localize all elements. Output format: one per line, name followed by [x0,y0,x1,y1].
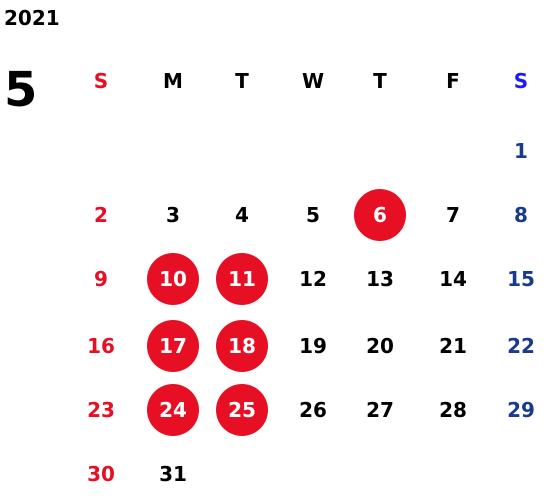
calendar-year: 2021 [4,6,60,30]
calendar-day[interactable]: 29 [507,398,535,422]
calendar-day[interactable]: 22 [507,334,535,358]
calendar-day[interactable]: 12 [299,267,327,291]
weekday-label: W [301,69,325,93]
calendar-day[interactable]: 13 [366,267,394,291]
calendar-day[interactable]: 3 [166,203,180,227]
calendar-day[interactable]: 28 [439,398,467,422]
calendar-day[interactable]: 8 [514,203,528,227]
calendar-day-highlighted[interactable]: 18 [216,320,268,372]
calendar-day[interactable]: 30 [87,462,115,486]
calendar-day-highlighted[interactable]: 10 [147,253,199,305]
calendar-day[interactable]: 23 [87,398,115,422]
calendar-day[interactable]: 16 [87,334,115,358]
calendar-day[interactable]: 1 [514,139,528,163]
calendar-day-highlighted[interactable]: 11 [216,253,268,305]
weekday-label: T [235,69,249,93]
calendar-day[interactable]: 31 [159,462,187,486]
calendar-day-highlighted[interactable]: 24 [147,384,199,436]
weekday-label: F [446,69,460,93]
calendar-day[interactable]: 19 [299,334,327,358]
calendar-day[interactable]: 4 [235,203,249,227]
calendar-day[interactable]: 5 [306,203,320,227]
calendar-day[interactable]: 20 [366,334,394,358]
calendar-day-highlighted[interactable]: 17 [147,320,199,372]
calendar-day[interactable]: 14 [439,267,467,291]
calendar-day[interactable]: 21 [439,334,467,358]
calendar-day[interactable]: 9 [94,267,108,291]
calendar-day[interactable]: 15 [507,267,535,291]
weekday-label: S [93,69,109,93]
calendar-month: 5 [4,62,38,118]
calendar-day-highlighted[interactable]: 25 [216,384,268,436]
weekday-label: S [513,69,529,93]
weekday-label: T [373,69,387,93]
calendar-day[interactable]: 27 [366,398,394,422]
calendar-day[interactable]: 26 [299,398,327,422]
calendar-day[interactable]: 2 [94,203,108,227]
calendar-day-highlighted[interactable]: 6 [354,189,406,241]
calendar-day[interactable]: 7 [446,203,460,227]
weekday-label: M [163,69,183,93]
